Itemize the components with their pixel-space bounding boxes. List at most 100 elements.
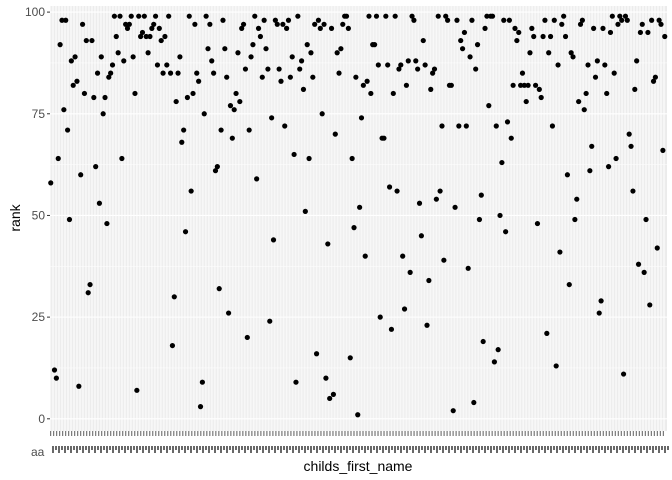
x-tick-label-blur — [241, 446, 243, 450]
data-point — [115, 50, 121, 56]
x-tick-label-blur — [604, 446, 606, 453]
data-point — [497, 212, 503, 219]
x-tick-label-blur — [262, 446, 264, 453]
x-tick-label-blur — [562, 446, 564, 453]
x-tick-label-blur — [355, 446, 357, 450]
y-tick-label: 50 — [32, 208, 46, 222]
data-point — [242, 66, 249, 72]
data-point — [317, 25, 323, 31]
y-axis-ticks: 0 25 50 75 100 — [25, 5, 50, 426]
x-tick-label-blur — [55, 446, 57, 450]
data-point — [167, 70, 174, 76]
data-point — [154, 62, 161, 68]
data-point — [152, 13, 159, 19]
data-point — [482, 25, 488, 31]
data-point — [240, 21, 247, 27]
x-tick-label-blur — [79, 446, 81, 450]
x-tick-label-blur — [655, 446, 657, 450]
data-point — [634, 58, 640, 64]
x-tick-label-blur — [583, 446, 585, 450]
data-point — [181, 127, 187, 133]
data-point — [48, 180, 54, 186]
data-point — [523, 98, 529, 105]
x-tick-label-blur — [370, 446, 372, 453]
data-point — [572, 216, 578, 223]
data-point — [589, 143, 595, 149]
x-tick-label-blur — [322, 446, 324, 453]
data-point — [124, 25, 131, 31]
x-tick-label-blur — [229, 446, 231, 450]
data-point — [190, 90, 196, 97]
x-tick-label-blur — [550, 446, 552, 453]
x-tick-label-blur — [610, 446, 612, 453]
x-tick-label-blur — [454, 446, 456, 453]
x-tick-label-blur — [421, 446, 423, 450]
data-point — [538, 94, 544, 101]
x-tick-label-blur — [640, 446, 642, 453]
x-tick-label-blur — [484, 446, 486, 453]
data-point — [491, 359, 497, 365]
x-tick-label-blur — [553, 446, 555, 450]
x-tick-label-blur — [226, 446, 228, 453]
data-point — [261, 17, 267, 23]
data-point — [104, 220, 110, 227]
data-point — [229, 135, 235, 141]
data-point — [197, 404, 204, 410]
data-point — [66, 216, 73, 223]
x-tick-label-blur — [91, 446, 93, 450]
data-point — [596, 310, 602, 316]
x-tick-label-blur — [448, 446, 450, 453]
data-point — [476, 216, 483, 223]
data-point — [310, 74, 316, 80]
x-tick-label-blur — [361, 446, 363, 450]
data-point — [639, 21, 645, 27]
data-point — [527, 50, 533, 56]
data-point — [81, 90, 88, 97]
x-tick-label-blur — [217, 446, 219, 450]
data-point — [645, 29, 651, 36]
data-point — [562, 33, 569, 40]
data-point — [611, 70, 617, 76]
data-point — [430, 70, 436, 76]
data-point — [207, 21, 213, 27]
x-tick-label-blur — [103, 446, 105, 450]
data-point — [297, 66, 303, 72]
data-point — [182, 229, 189, 235]
data-point — [400, 253, 406, 259]
x-tick-label-blur — [67, 446, 69, 450]
x-tick-label-blur — [493, 446, 495, 450]
data-point — [559, 21, 565, 27]
x-tick-label-blur — [451, 446, 453, 450]
data-point — [542, 17, 548, 23]
data-point — [456, 123, 462, 129]
x-tick-label-blur — [619, 446, 621, 450]
x-tick-label-blur — [160, 446, 162, 453]
data-point — [113, 33, 119, 40]
data-point — [216, 286, 222, 292]
data-point — [295, 13, 301, 19]
data-point — [323, 375, 329, 381]
x-tick-label-blur — [139, 446, 141, 450]
data-point — [394, 188, 400, 194]
data-point — [93, 164, 99, 170]
data-point — [458, 37, 464, 44]
x-tick-label-blur — [646, 446, 648, 453]
data-point — [289, 54, 295, 60]
data-point — [478, 192, 484, 198]
x-tick-label-blur — [625, 446, 627, 450]
data-point — [454, 17, 460, 23]
x-tick-label-blur — [544, 446, 546, 453]
x-tick-label-blur — [607, 446, 609, 450]
data-point — [347, 355, 353, 361]
data-point — [592, 74, 599, 80]
x-tick-label-blur — [151, 446, 153, 450]
x-tick-label-blur — [412, 446, 414, 453]
data-point — [626, 131, 632, 137]
x-tick-label-blur — [631, 446, 633, 450]
x-tick-label-blur — [409, 446, 411, 450]
data-point — [287, 74, 293, 80]
data-point — [426, 277, 432, 284]
x-tick-label-blur — [373, 446, 375, 450]
x-tick-label-blur — [403, 446, 405, 450]
data-point — [327, 395, 333, 402]
